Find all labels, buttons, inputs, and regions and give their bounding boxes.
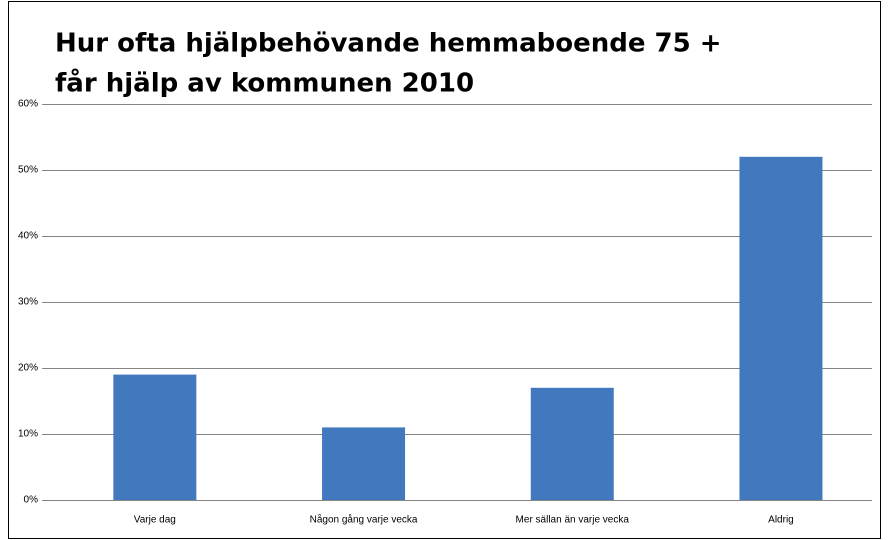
y-tick-label: 20% <box>18 363 38 374</box>
y-tick-label: 60% <box>18 99 38 110</box>
bar <box>113 374 197 500</box>
chart-title: får hjälp av kommunen 2010 <box>55 67 474 99</box>
y-tick-label: 30% <box>18 297 38 308</box>
y-tick-label: 40% <box>18 231 38 242</box>
x-tick-label: Någon gång varje vecka <box>310 514 418 526</box>
y-tick-label: 0% <box>24 495 39 506</box>
x-tick-label: Aldrig <box>768 515 794 526</box>
bar <box>739 156 823 501</box>
y-tick-label: 50% <box>18 165 38 176</box>
bar <box>322 427 406 500</box>
y-tick-label: 10% <box>18 429 38 440</box>
chart-title: Hur ofta hjälpbehövande hemmaboende 75 + <box>55 29 722 59</box>
bar <box>530 387 614 500</box>
x-tick-label: Mer sällan än varje vecka <box>516 515 630 526</box>
x-tick-label: Varje dag <box>134 515 176 526</box>
